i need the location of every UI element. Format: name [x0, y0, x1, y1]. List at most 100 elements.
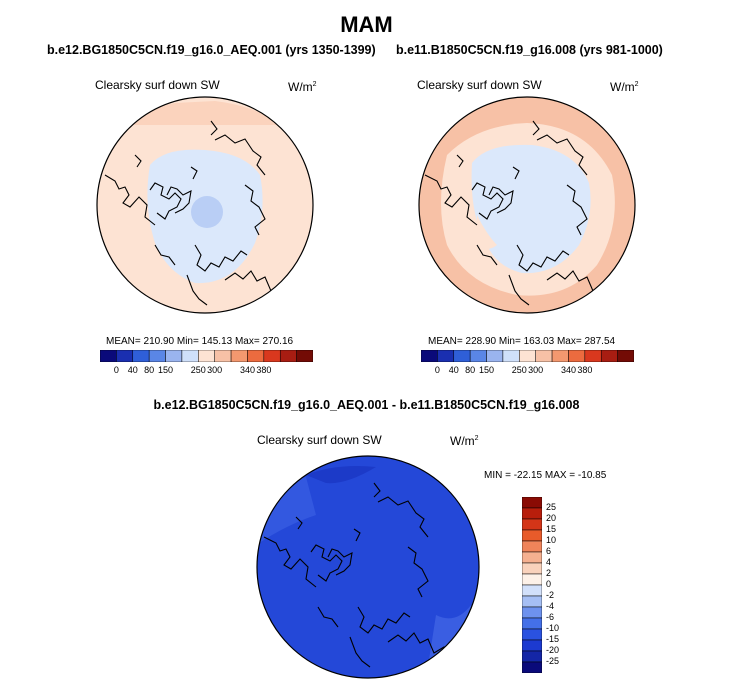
panel2-colorbar-swatch	[453, 350, 471, 362]
panel3-colorbar-swatch	[522, 562, 542, 575]
panel2-colorbar-tick-label: 40	[448, 365, 459, 375]
panel3-colorbar-swatch	[522, 661, 542, 673]
panel1-colorbar-swatch	[198, 350, 215, 362]
panel2-colorbar-tick-label: 300	[528, 365, 544, 375]
panel1-colorbar-swatch	[132, 350, 150, 362]
panel3-colorbar	[522, 497, 542, 673]
panel2-colorbar-swatch	[535, 350, 553, 362]
panel3-colorbar-swatch	[522, 595, 542, 608]
panel3-colorbar-swatch	[522, 551, 542, 564]
panel3-colorbar-tick-label: -2	[546, 590, 555, 600]
panel3-coastlines	[263, 482, 453, 668]
panel1-salmon-band	[100, 101, 310, 170]
panel1-colorbar-swatch	[279, 350, 297, 362]
panel3-colorbar-swatch	[522, 518, 542, 531]
panel3-colorbar-swatch	[522, 628, 542, 641]
panel3-colorbar-swatch	[522, 529, 542, 542]
panel2-peach-inset	[477, 215, 497, 249]
panel1-colorbar-swatch	[181, 350, 199, 362]
panel3-colorbar-tick-label: -4	[546, 601, 555, 611]
panel2-colorbar-tick-label: 0	[434, 365, 440, 375]
panel2-colorbar-tick-label: 150	[479, 365, 495, 375]
panel3-colorbar-swatch	[522, 540, 542, 553]
panel1-stats: MEAN= 210.90 Min= 145.13 Max= 270.16	[106, 336, 294, 347]
panel1-variable-label: Clearsky surf down SW	[95, 78, 220, 92]
panel2-colorbar	[421, 350, 634, 362]
panel3-colorbar-swatch	[522, 617, 542, 630]
panel2-colorbar-swatch	[600, 350, 618, 362]
panel1-colorbar-swatch	[230, 350, 248, 362]
panel1-colorbar-swatch	[100, 350, 117, 362]
panel3-colorbar-tick-label: 4	[546, 557, 552, 567]
panel2-colorbar-swatch	[437, 350, 455, 362]
panel3-darker-region	[306, 466, 376, 484]
panel1-minimum-region	[191, 196, 223, 228]
panel1-colorbar-tick-label: 380	[256, 365, 272, 375]
panel1-colorbar-tick-label: 40	[127, 365, 138, 375]
panel3-colorbar-swatch	[522, 573, 542, 586]
panel2-colorbar-tick-label: 250	[511, 365, 527, 375]
panel3-stats: MIN = -22.15 MAX = -10.85	[484, 470, 607, 481]
panel2-colorbar-ticks: 0 40 80 150 250 300 340 380	[421, 365, 634, 377]
panel3-colorbar-tick-label: 25	[546, 502, 557, 512]
panel3-colorbar-tick-label: -25	[546, 656, 560, 666]
panel2-colorbar-swatch	[584, 350, 602, 362]
panel1-case-title: b.e12.BG1850C5CN.f19_g16.0_AEQ.001 (yrs …	[47, 43, 376, 57]
panel1-polar-map	[96, 96, 314, 314]
panel3-units-label: W/m2	[450, 434, 479, 448]
panel2-colorbar-swatch	[568, 350, 586, 362]
panel3-colorbar-tick-label: 10	[546, 535, 557, 545]
panel2-colorbar-tick-label: 380	[577, 365, 593, 375]
panel2-colorbar-swatch	[519, 350, 536, 362]
panel1-map-border	[96, 96, 314, 314]
panel3-colorbar-tick-label: -15	[546, 634, 560, 644]
panel2-colorbar-swatch	[486, 350, 504, 362]
panel2-case-title: b.e11.B1850C5CN.f19_g16.008 (yrs 981-100…	[396, 43, 663, 57]
panel3-colorbar-tick-label: -6	[546, 612, 555, 622]
panel2-units-label: W/m2	[610, 80, 639, 94]
panel3-colorbar-tick-label: 6	[546, 546, 552, 556]
panel2-colorbar-tick-label: 340	[560, 365, 576, 375]
panel1-colorbar-tick-label: 0	[113, 365, 119, 375]
panel1-colorbar-swatch	[263, 350, 281, 362]
panel1-colorbar-tick-label: 300	[207, 365, 223, 375]
panel3-polar-map	[256, 455, 480, 679]
panel1-colorbar-ticks: 0 40 80 150 250 300 340 380	[100, 365, 313, 377]
panel3-colorbar-tick-label: -10	[546, 623, 560, 633]
panel1-colorbar-swatch	[116, 350, 134, 362]
panel1-colorbar-tick-label: 340	[239, 365, 255, 375]
panel2-colorbar-tick-label: 80	[465, 365, 476, 375]
panel2-blue-region	[471, 144, 591, 274]
panel3-colorbar-ticks: 25 20 15 10 6 4 2 0 -2 -4 -6 -10 -15 -20 -25	[546, 497, 576, 673]
panel1-colorbar-swatch	[296, 350, 313, 362]
panel1-colorbar-swatch	[165, 350, 183, 362]
panel1-colorbar-swatch	[214, 350, 232, 362]
panel2-colorbar-swatch	[421, 350, 438, 362]
panel2-variable-label: Clearsky surf down SW	[417, 78, 542, 92]
panel1-colorbar	[100, 350, 313, 362]
panel3-colorbar-tick-label: 15	[546, 524, 557, 534]
panel3-variable-label: Clearsky surf down SW	[257, 433, 382, 447]
panel1-colorbar-swatch	[247, 350, 265, 362]
panel1-units-label: W/m2	[288, 80, 317, 94]
panel1-colorbar-tick-label: 250	[190, 365, 206, 375]
panel3-colorbar-swatch	[522, 650, 542, 663]
panel1-colorbar-tick-label: 80	[144, 365, 155, 375]
panel2-stats: MEAN= 228.90 Min= 163.03 Max= 287.54	[428, 336, 616, 347]
main-title: MAM	[340, 12, 393, 37]
panel2-colorbar-swatch	[551, 350, 569, 362]
panel1-colorbar-tick-label: 150	[158, 365, 174, 375]
panel3-map-border	[256, 455, 480, 679]
panel3-colorbar-tick-label: 0	[546, 579, 552, 589]
panel3-colorbar-tick-label: 2	[546, 568, 552, 578]
panel1-colorbar-swatch	[148, 350, 166, 362]
panel3-colorbar-swatch	[522, 606, 542, 619]
panel2-colorbar-swatch	[469, 350, 487, 362]
panel2-colorbar-swatch	[502, 350, 520, 362]
panel3-colorbar-swatch	[522, 507, 542, 520]
panel3-colorbar-swatch	[522, 497, 542, 509]
panel3-case-title: b.e12.BG1850C5CN.f19_g16.0_AEQ.001 - b.e…	[153, 398, 580, 412]
panel3-lighter-region	[257, 477, 316, 545]
panel3-colorbar-swatch	[522, 584, 542, 597]
panel3-colorbar-swatch	[522, 639, 542, 652]
